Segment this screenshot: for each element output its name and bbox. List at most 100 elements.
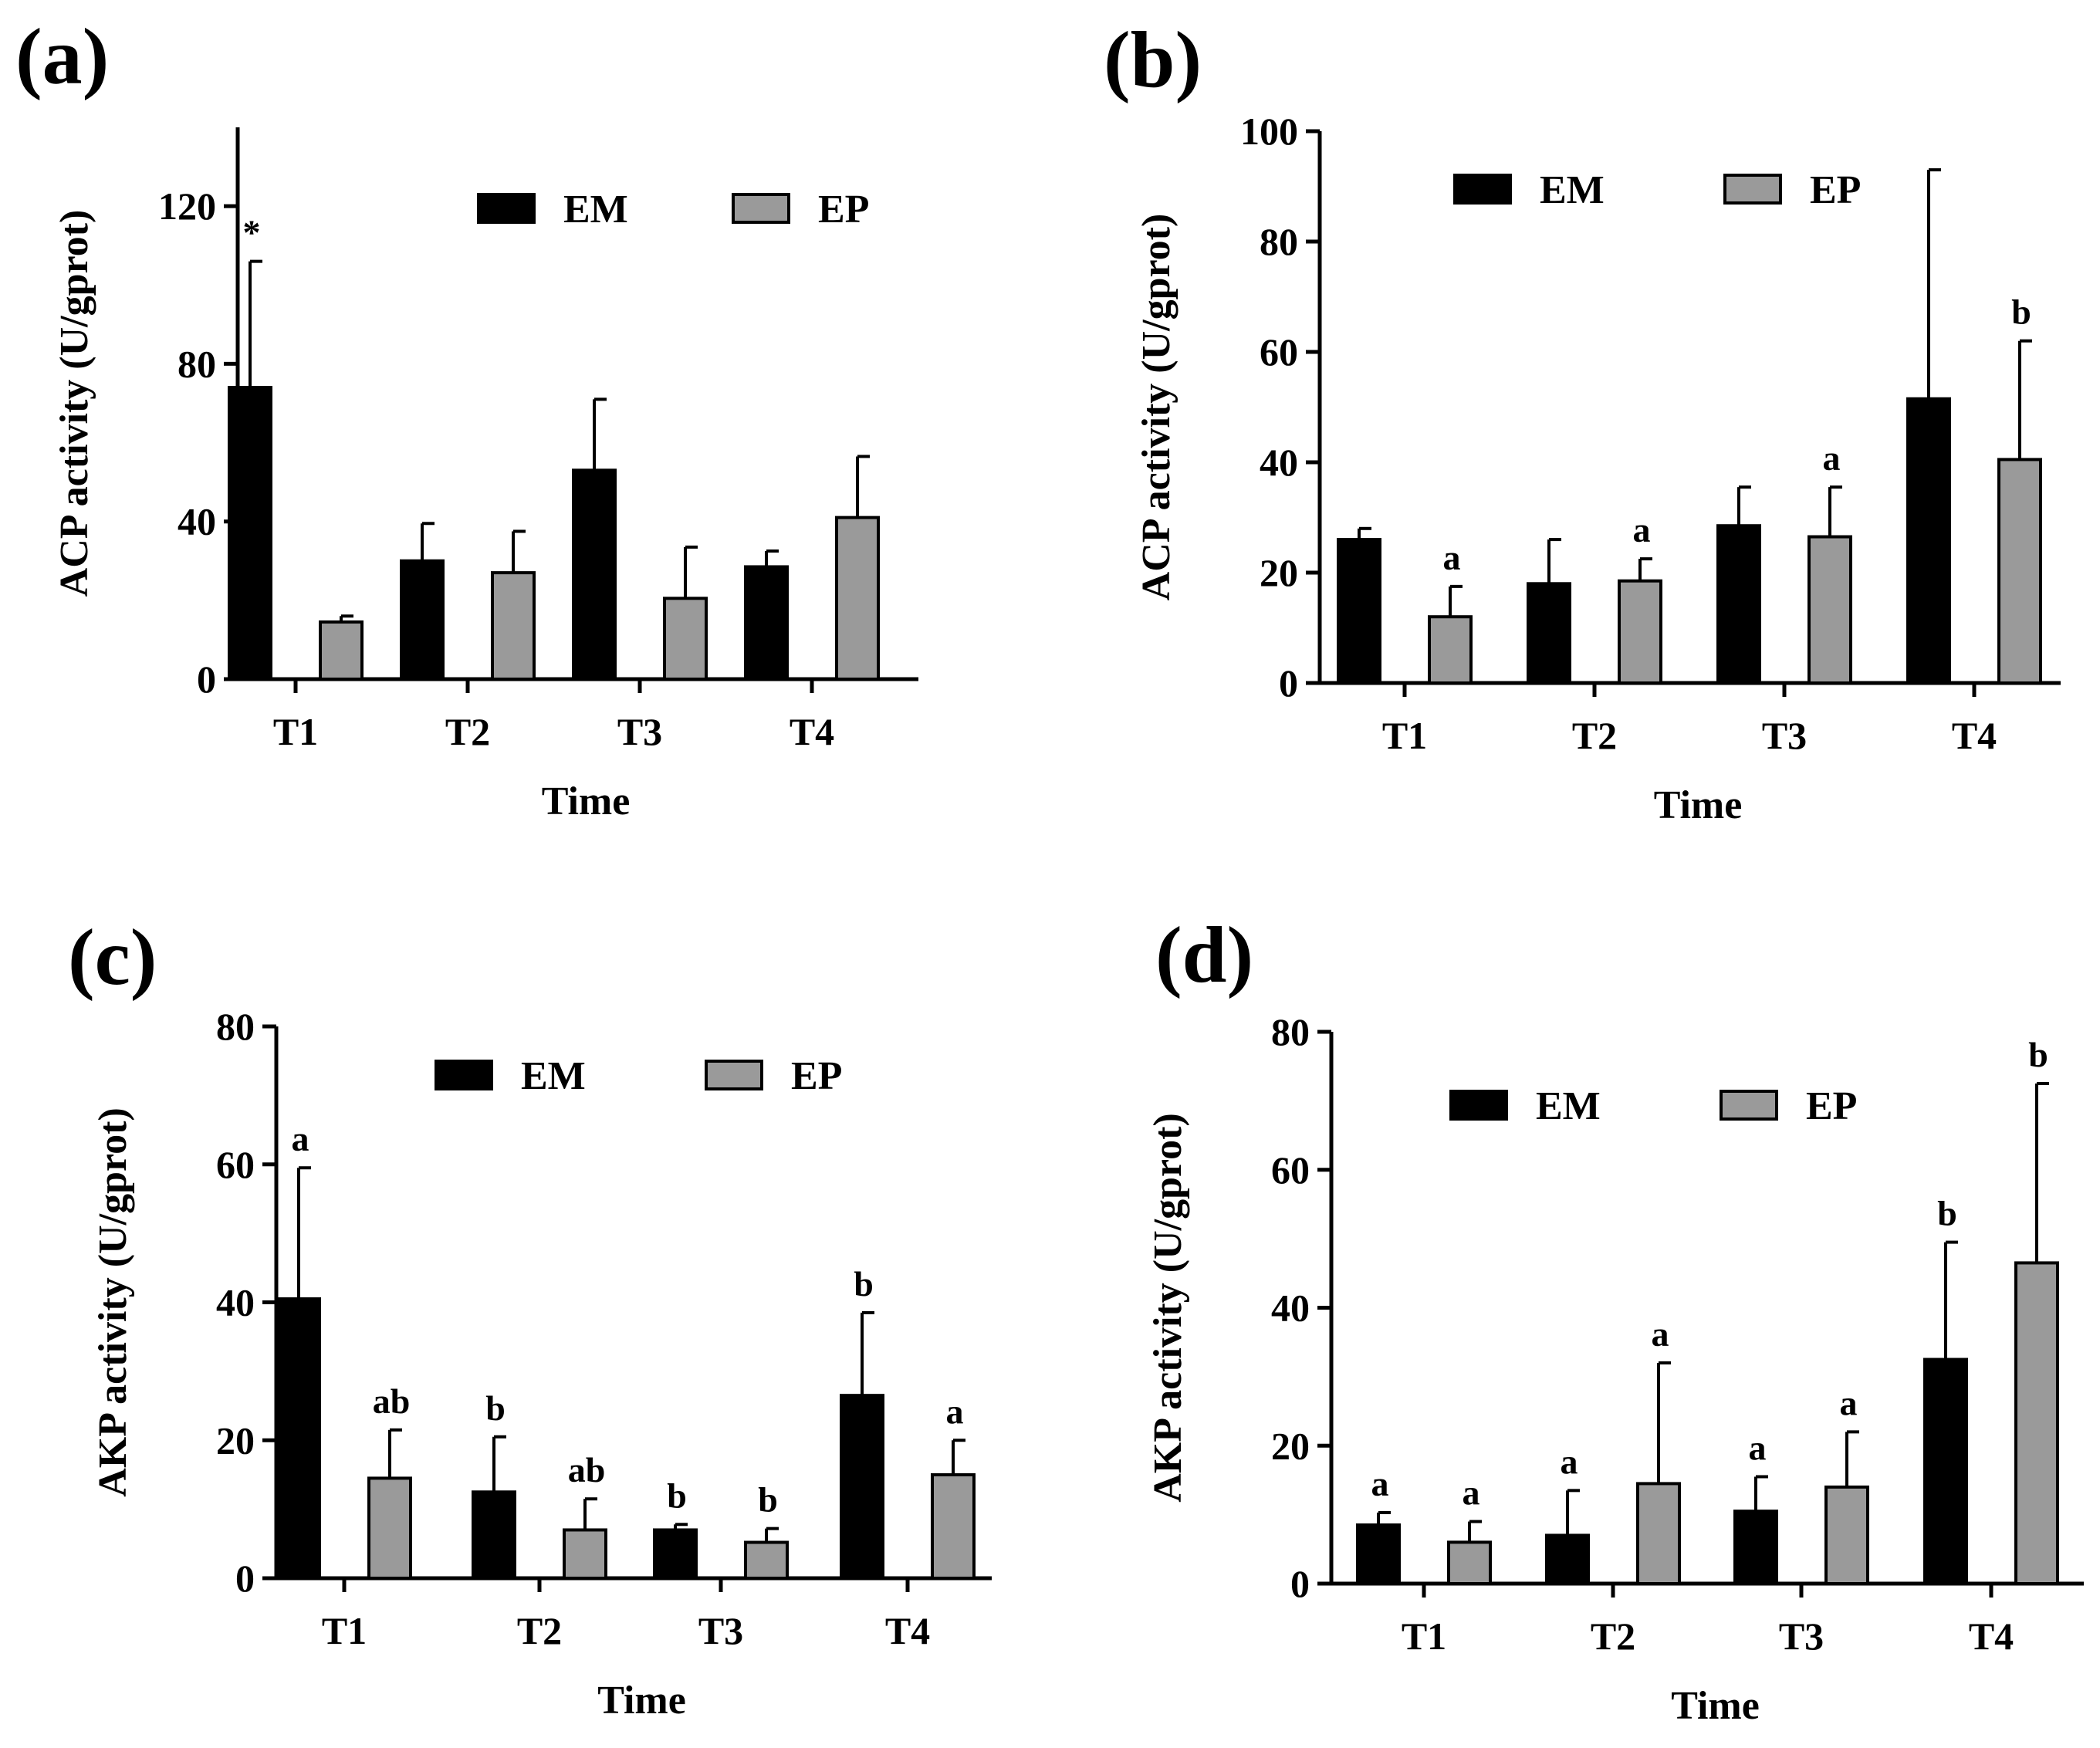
x-tick-label: T1 <box>1382 714 1427 757</box>
bar-em <box>744 565 789 681</box>
bar-ep <box>1618 579 1662 685</box>
x-tick-label: T4 <box>790 710 834 753</box>
y-tick-label: 100 <box>1240 110 1298 153</box>
significance-label: a <box>292 1119 309 1158</box>
x-tick-label: T1 <box>1402 1614 1446 1658</box>
legend-label-ep: EP <box>818 188 869 232</box>
significance-label: b <box>485 1388 506 1428</box>
legend-swatch-ep <box>1723 174 1782 205</box>
bar-ep <box>1997 458 2042 685</box>
bar-em <box>653 1528 698 1580</box>
x-tick-label: T2 <box>1572 714 1617 757</box>
bar-ep <box>1807 535 1852 685</box>
y-tick-label: 20 <box>1271 1424 1310 1467</box>
bar-em <box>276 1297 321 1580</box>
legend-swatch-em <box>477 193 536 224</box>
y-tick-label: 80 <box>178 342 216 385</box>
bar-ep <box>744 1540 789 1581</box>
legend-swatch-ep <box>1720 1090 1778 1121</box>
y-tick-label: 40 <box>1260 441 1298 484</box>
y-tick-label: 0 <box>197 658 216 701</box>
bar-ep <box>1824 1485 1869 1585</box>
legend-label-ep: EP <box>791 1054 842 1098</box>
bar-em <box>1906 397 1951 685</box>
significance-label: a <box>946 1391 964 1431</box>
legend-swatch-ep <box>705 1060 763 1090</box>
bar-em <box>228 386 272 681</box>
bar-em <box>1545 1533 1590 1585</box>
panel-label: (b) <box>1104 15 1202 104</box>
panel-label: (a) <box>15 12 109 101</box>
significance-label: b <box>667 1476 687 1515</box>
bar-ep <box>1447 1540 1492 1585</box>
x-tick-label: T1 <box>273 710 318 753</box>
bar-ep <box>491 571 536 681</box>
significance-label: b <box>1937 1194 1957 1233</box>
significance-label: a <box>1463 1473 1480 1513</box>
legend-label-em: EM <box>1536 1084 1601 1128</box>
chart-panel-a: (a) 0 40 80 120 ACP activity (U/gprot) Time T1 *… <box>15 12 918 823</box>
significance-label: b <box>854 1264 874 1303</box>
bar-em <box>1527 582 1571 685</box>
y-tick-label: 0 <box>1279 661 1298 705</box>
y-tick-label: 0 <box>1290 1562 1310 1605</box>
legend-label-em: EM <box>521 1054 586 1098</box>
x-tick-label: T4 <box>1969 1614 2014 1658</box>
x-tick-label: T2 <box>1591 1614 1635 1658</box>
x-tick-label: T3 <box>1762 714 1807 757</box>
significance-label: a <box>1652 1314 1669 1354</box>
y-tick-label: 20 <box>1260 551 1298 594</box>
bar-ep <box>835 516 880 681</box>
bar-em <box>1716 524 1761 685</box>
y-tick-label: 40 <box>216 1281 255 1324</box>
bar-em <box>1733 1510 1778 1585</box>
y-axis-label: ACP activity (U/gprot) <box>1135 214 1179 601</box>
y-tick-label: 40 <box>178 500 216 543</box>
bar-ep <box>319 620 364 681</box>
y-tick-label: 80 <box>1271 1010 1310 1053</box>
chart-panel-c: (c) 0 20 40 60 80 AKP activity (U/gprot) Time T1… <box>68 913 992 1723</box>
x-tick-label: T3 <box>1779 1614 1824 1658</box>
bar-em <box>472 1490 516 1580</box>
y-tick-label: 60 <box>216 1143 255 1186</box>
significance-label: b <box>2028 1035 2048 1074</box>
bar-em <box>1356 1523 1401 1585</box>
significance-label: a <box>1633 510 1651 549</box>
bar-em <box>1337 538 1381 685</box>
chart-panel-d: (d) 0 20 40 60 80 AKP activity (U/gprot) Time T1… <box>1146 911 2084 1728</box>
legend-label-em: EM <box>1540 168 1605 212</box>
legend-label-ep: EP <box>1810 168 1861 212</box>
chart-panel-b: (b) 0 20 40 60 80 100 ACP activity (U/gprot) Tim… <box>1104 15 2061 827</box>
y-tick-label: 0 <box>235 1557 255 1600</box>
bar-ep <box>367 1476 412 1580</box>
x-tick-label: T1 <box>322 1609 367 1652</box>
significance-label: ab <box>568 1450 606 1489</box>
x-axis-label: Time <box>1654 783 1743 827</box>
y-tick-label: 80 <box>1260 220 1298 263</box>
x-tick-label: T3 <box>617 710 662 753</box>
significance-label: * <box>243 213 261 252</box>
significance-label: b <box>758 1480 778 1520</box>
y-tick-label: 40 <box>1271 1286 1310 1330</box>
x-tick-label: T2 <box>445 710 490 753</box>
significance-label: a <box>1561 1442 1578 1481</box>
x-tick-label: T3 <box>698 1609 743 1652</box>
y-axis-label: AKP activity (U/gprot) <box>91 1107 135 1497</box>
significance-label: a <box>1443 538 1461 577</box>
bar-ep <box>563 1528 607 1580</box>
significance-label: a <box>1371 1464 1389 1503</box>
x-axis-label: Time <box>1671 1684 1760 1728</box>
y-tick-label: 60 <box>1260 330 1298 374</box>
legend-swatch-em <box>1453 174 1512 205</box>
y-tick-label: 120 <box>158 184 216 228</box>
y-axis-label: AKP activity (U/gprot) <box>1146 1113 1190 1503</box>
bar-ep <box>663 597 708 681</box>
x-tick-label: T2 <box>517 1609 562 1652</box>
bar-em <box>400 559 445 681</box>
bar-ep <box>1636 1482 1681 1585</box>
y-tick-label: 20 <box>216 1418 255 1462</box>
x-tick-label: T4 <box>885 1609 930 1652</box>
panel-label: (c) <box>68 913 157 1002</box>
legend-label-ep: EP <box>1806 1084 1857 1128</box>
